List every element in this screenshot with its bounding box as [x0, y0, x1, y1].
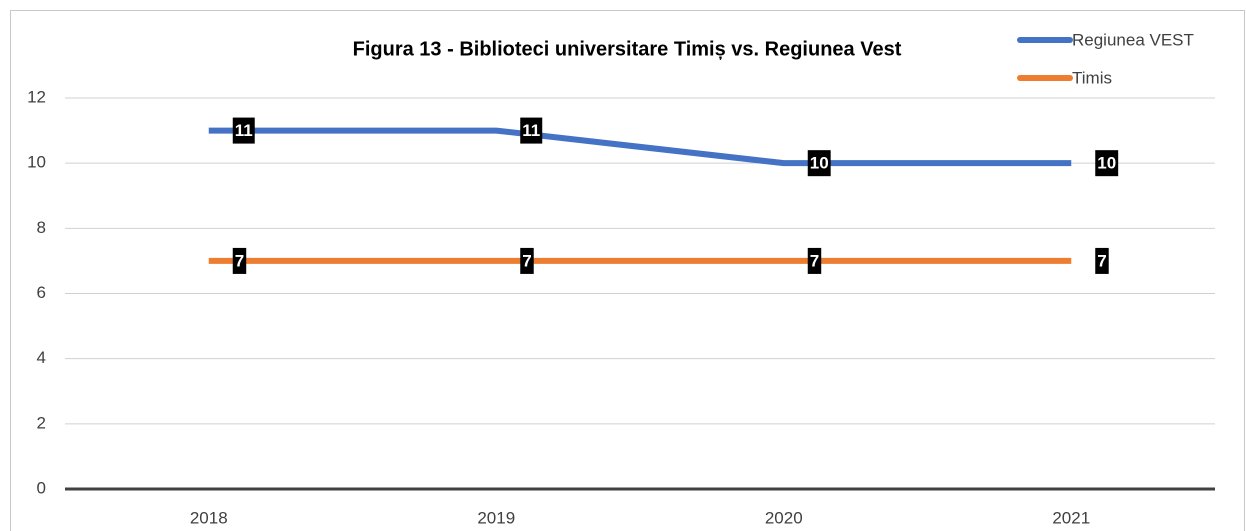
legend-label: Regiunea VEST [1072, 30, 1194, 49]
data-label: 11 [522, 121, 540, 140]
y-tick-label: 12 [27, 87, 46, 106]
x-tick-label: 2021 [1052, 508, 1090, 527]
chart-title: Figura 13 - Biblioteci universitare Timi… [353, 38, 902, 60]
data-label-bg [1095, 150, 1119, 177]
data-label-bg [807, 247, 822, 274]
y-tick-label: 2 [37, 413, 46, 432]
series-line [208, 127, 1072, 167]
data-label: 7 [522, 251, 531, 270]
y-tick-label: 8 [37, 218, 46, 237]
x-tick-label: 2019 [477, 508, 515, 527]
data-label-bg [232, 117, 255, 144]
data-label: 7 [235, 251, 244, 270]
data-label-bg [807, 150, 831, 177]
legend-label: Timis [1072, 68, 1112, 87]
y-tick-label: 4 [37, 348, 46, 367]
data-label-bg [520, 117, 543, 144]
y-tick-label: 0 [37, 478, 46, 497]
data-label: 7 [1097, 251, 1106, 270]
x-tick-label: 2020 [765, 508, 803, 527]
x-tick-label: 2018 [190, 508, 228, 527]
data-label-bg [520, 247, 534, 274]
legend-box [972, 22, 1244, 95]
y-tick-label: 10 [27, 153, 46, 172]
data-label: 10 [810, 154, 829, 173]
data-label: 7 [810, 251, 819, 270]
y-tick-label: 6 [37, 283, 46, 302]
chart-border [10, 10, 1245, 531]
data-label: 11 [235, 121, 253, 140]
data-label-bg [232, 247, 247, 274]
data-label: 10 [1097, 154, 1116, 173]
data-label-bg [1095, 247, 1109, 274]
